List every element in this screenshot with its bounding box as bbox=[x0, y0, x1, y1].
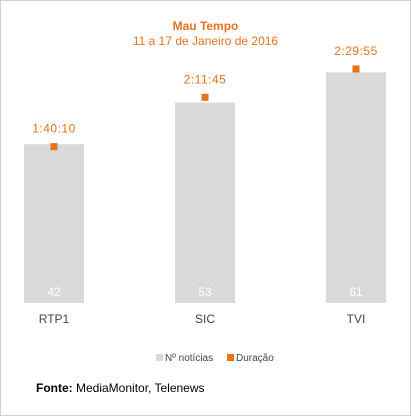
bar-value-label-tvi: 61 bbox=[349, 285, 363, 299]
source-note: Fonte: MediaMonitor, Telenews bbox=[36, 381, 205, 395]
legend-swatch-noticias bbox=[156, 354, 163, 361]
bar-value-label-rtp1: 42 bbox=[47, 285, 61, 299]
duration-label-rtp1: 1:40:10 bbox=[32, 122, 76, 136]
duration-marker-tvi bbox=[352, 65, 360, 73]
duration-label-tvi: 2:29:55 bbox=[334, 44, 378, 58]
legend-swatch-duracao bbox=[227, 354, 234, 361]
duration-marker-sic bbox=[201, 93, 209, 101]
x-tick-label-sic: SIC bbox=[195, 312, 215, 326]
legend-label-duracao: Duração bbox=[236, 353, 274, 364]
x-tick-label-rtp1: RTP1 bbox=[39, 312, 70, 326]
source-label: Fonte: bbox=[36, 381, 73, 395]
bar-sic bbox=[175, 102, 235, 303]
duration-marker-rtp1 bbox=[50, 143, 58, 151]
chart-title: Mau Tempo bbox=[172, 19, 239, 33]
x-tick-label-tvi: TVI bbox=[347, 312, 366, 326]
duration-label-sic: 2:11:45 bbox=[184, 72, 227, 86]
bar-value-label-sic: 53 bbox=[198, 285, 212, 299]
bar-rtp1 bbox=[24, 144, 84, 303]
bar-tvi bbox=[326, 72, 386, 303]
legend-label-noticias: Nº notícias bbox=[165, 353, 213, 364]
source-text: MediaMonitor, Telenews bbox=[76, 381, 205, 395]
chart-subtitle: 11 a 17 de Janeiro de 2016 bbox=[132, 34, 279, 48]
